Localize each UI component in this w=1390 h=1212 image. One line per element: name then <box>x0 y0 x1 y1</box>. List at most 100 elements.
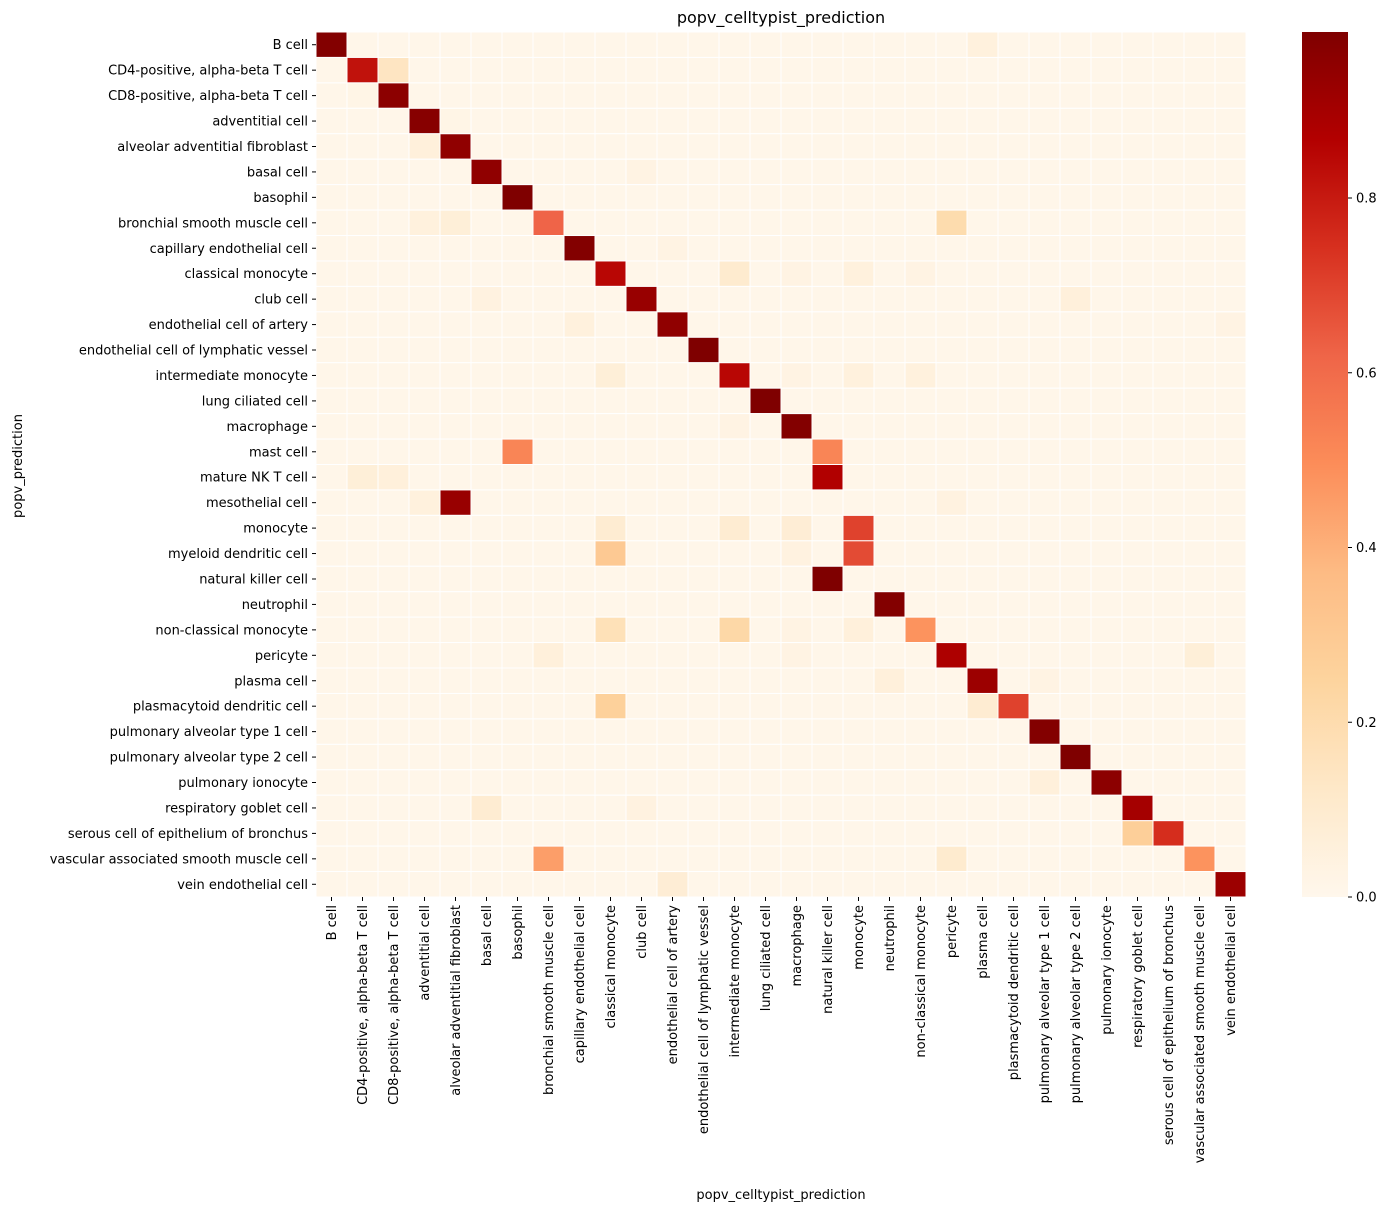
heatmap-cell <box>532 667 565 694</box>
heatmap-cell <box>687 260 720 287</box>
heatmap-cell <box>842 158 875 186</box>
heatmap-cell <box>687 285 720 313</box>
heatmap-cell <box>904 336 937 364</box>
heatmap-cell <box>1090 565 1123 593</box>
heatmap-cell <box>563 692 596 720</box>
heatmap-cell <box>1152 794 1185 822</box>
heatmap-cell <box>1152 387 1185 415</box>
heatmap-cell <box>1183 311 1216 338</box>
heatmap-cell <box>346 489 379 516</box>
heatmap-cell <box>935 209 968 237</box>
heatmap-cell <box>935 489 968 516</box>
heatmap-cell <box>563 260 596 287</box>
heatmap-cell <box>873 209 906 237</box>
heatmap-cell <box>470 591 503 618</box>
heatmap-cell <box>1152 133 1185 160</box>
heatmap-cell <box>501 489 534 516</box>
heatmap-cell <box>594 260 627 287</box>
row-tick-label: serous cell of epithelium of bronchus <box>68 827 308 842</box>
heatmap-cell <box>1183 260 1216 287</box>
row-tick-labels: B cell CD4-positive, alpha-beta T cell CD8… <box>50 38 316 893</box>
heatmap-cell <box>1152 591 1185 618</box>
row-tick-label: myeloid dendritic cell <box>168 547 308 562</box>
column-tick-label: basal cell <box>480 905 495 966</box>
heatmap-cell <box>1214 616 1247 644</box>
heatmap-cell <box>377 514 410 542</box>
heatmap-cell <box>1121 107 1154 135</box>
heatmap-cell <box>966 769 999 796</box>
heatmap-cell <box>873 387 906 415</box>
heatmap-cell <box>656 311 689 338</box>
heatmap-cell <box>408 540 441 567</box>
heatmap-cell <box>1059 871 1092 898</box>
heatmap-cell <box>532 260 565 287</box>
row-tick-label: lung ciliated cell <box>202 394 308 409</box>
heatmap-cell <box>563 794 596 822</box>
heatmap-cell <box>780 616 813 644</box>
heatmap-cell <box>408 209 441 237</box>
heatmap-cell <box>718 56 751 84</box>
heatmap-cell <box>1028 235 1061 262</box>
heatmap-cell <box>625 769 658 796</box>
heatmap-cell <box>1090 489 1123 516</box>
heatmap-cell <box>811 794 844 822</box>
heatmap-cell <box>656 387 689 415</box>
heatmap-cell <box>749 285 782 313</box>
heatmap-cell <box>408 362 441 389</box>
heatmap-cell <box>439 616 472 644</box>
heatmap-cell <box>501 769 534 796</box>
heatmap-cell <box>966 285 999 313</box>
heatmap-cell <box>1183 285 1216 313</box>
heatmap-cell <box>811 489 844 516</box>
heatmap-cell <box>997 642 1030 669</box>
heatmap-cell <box>1183 158 1216 186</box>
heatmap-cell <box>935 336 968 364</box>
heatmap-cell <box>842 820 875 847</box>
heatmap-cell <box>315 311 348 338</box>
heatmap-cell <box>377 871 410 898</box>
heatmap-cell <box>997 820 1030 847</box>
heatmap-cell <box>470 133 503 160</box>
heatmap-cell <box>811 133 844 160</box>
heatmap-cell <box>935 31 968 58</box>
heatmap-cell <box>470 794 503 822</box>
heatmap-cell <box>1090 285 1123 313</box>
heatmap-cell <box>687 336 720 364</box>
heatmap-cell <box>966 616 999 644</box>
heatmap-cell <box>1090 107 1123 135</box>
heatmap-cell <box>904 235 937 262</box>
heatmap-cell <box>687 743 720 771</box>
colorbar-gradient <box>1302 32 1348 897</box>
heatmap-cell <box>625 718 658 745</box>
heatmap-cell <box>1214 565 1247 593</box>
heatmap-cell <box>904 540 937 567</box>
heatmap-cell <box>563 413 596 440</box>
heatmap-cell <box>997 871 1030 898</box>
heatmap-cell <box>439 565 472 593</box>
heatmap-cell <box>1152 489 1185 516</box>
heatmap-cell <box>501 413 534 440</box>
heatmap-cell <box>718 107 751 135</box>
heatmap-cell <box>904 871 937 898</box>
column-tick-label: alveolar adventitial fibroblast <box>449 905 464 1096</box>
heatmap-cell <box>656 591 689 618</box>
heatmap-cell <box>718 235 751 262</box>
heatmap-cell <box>563 540 596 567</box>
heatmap-cell <box>377 565 410 593</box>
heatmap-cell <box>501 464 534 491</box>
heatmap-cell <box>966 591 999 618</box>
heatmap-cell <box>780 692 813 720</box>
heatmap-cell <box>873 438 906 465</box>
heatmap-cell <box>935 845 968 873</box>
heatmap-cell <box>811 56 844 84</box>
heatmap-cell <box>966 311 999 338</box>
heatmap-cell <box>904 794 937 822</box>
heatmap-cell <box>1090 413 1123 440</box>
heatmap-cell <box>563 209 596 237</box>
heatmap-cell <box>470 438 503 465</box>
heatmap-cell <box>377 540 410 567</box>
heatmap-cell <box>749 642 782 669</box>
heatmap-cell <box>1152 311 1185 338</box>
heatmap-cell <box>997 743 1030 771</box>
heatmap-cell <box>749 107 782 135</box>
